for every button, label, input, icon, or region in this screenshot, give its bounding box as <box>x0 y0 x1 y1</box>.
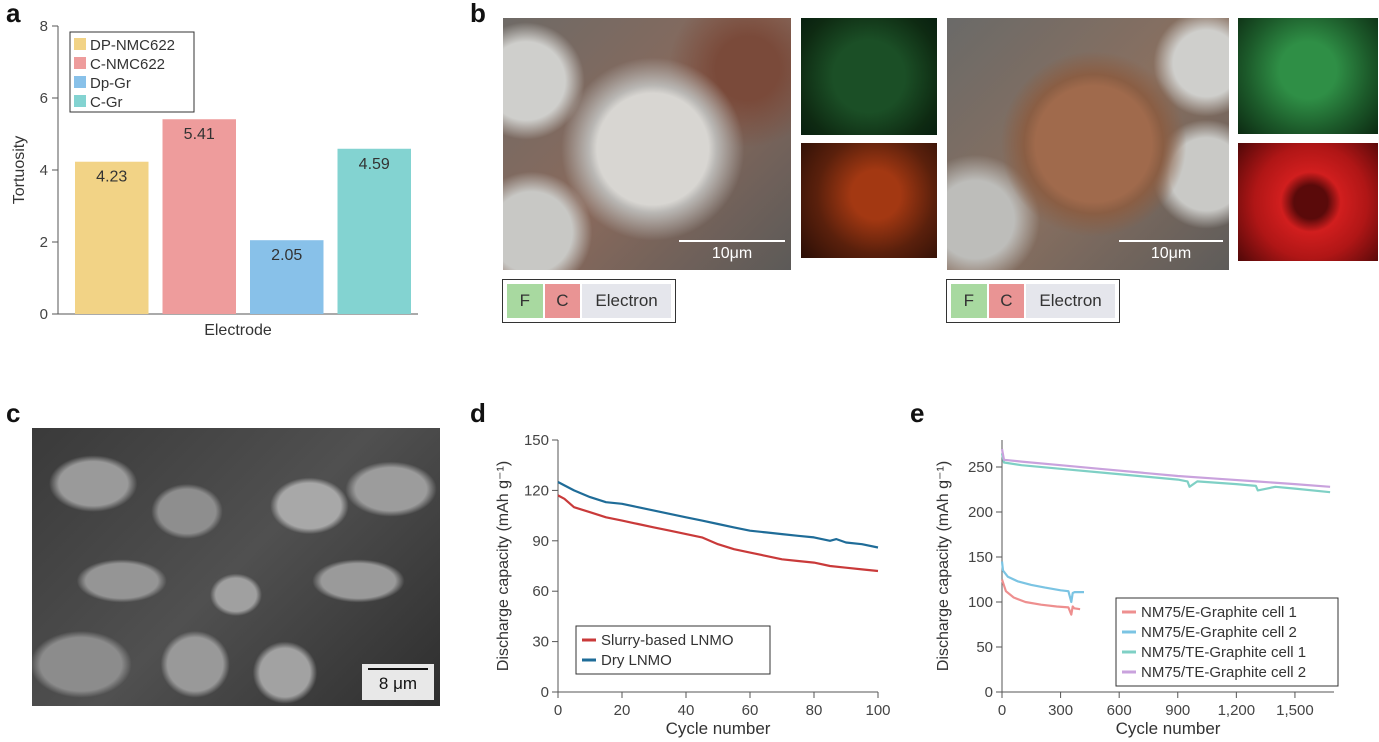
eds-map-c-right <box>1238 143 1378 261</box>
series-line-1 <box>557 494 879 573</box>
legend-label: NM75/E-Graphite cell 1 <box>1141 604 1297 621</box>
legend-label: Dp-Gr <box>90 75 131 92</box>
sem-image-right: 10μm <box>947 18 1229 270</box>
x-axis-label: Cycle number <box>666 719 771 738</box>
series-line-4 <box>1000 448 1331 488</box>
x-tick-label: 1,200 <box>1218 702 1256 719</box>
tortuosity-bar-chart: 0 2 4 6 8 Tortuosity Electrode 4.23 5.41 2.05 4.59… <box>11 18 418 339</box>
bar-value-label: 4.23 <box>96 169 127 186</box>
legend-electron-right: Electron <box>1026 284 1116 318</box>
legend-label: C-Gr <box>90 94 123 111</box>
sem-image-left: 10μm <box>503 18 791 270</box>
series-line-1 <box>1000 579 1081 616</box>
y-tick-label: 120 <box>524 482 549 499</box>
y-tick-label: 30 <box>532 634 549 651</box>
legend-f-right: F <box>951 284 987 318</box>
legend-label: NM75/E-Graphite cell 2 <box>1141 624 1297 641</box>
bar-value-label: 4.59 <box>359 156 390 173</box>
legend-label: NM75/TE-Graphite cell 1 <box>1141 644 1306 661</box>
legend-f-left: F <box>507 284 543 318</box>
series-line-3 <box>1000 453 1331 494</box>
eds-map-f-left <box>801 18 937 135</box>
legend-swatch <box>74 95 86 107</box>
series-line-2 <box>557 481 879 549</box>
legend-box <box>575 625 771 675</box>
y-axis-label: Tortuosity <box>11 136 28 204</box>
legend-label: DP-NMC622 <box>90 37 175 54</box>
scale-bar-c: 8 μm <box>362 664 434 700</box>
y-tick-label: 0 <box>40 306 48 323</box>
x-tick-label: 40 <box>678 702 695 719</box>
legend-box <box>1115 597 1339 687</box>
x-tick-label: 20 <box>614 702 631 719</box>
x-axis-label: Electrode <box>204 322 272 339</box>
bar-value-label: 2.05 <box>271 247 302 264</box>
legend-swatch <box>74 38 86 50</box>
x-tick-label: 0 <box>554 702 562 719</box>
bar-C-Gr <box>337 148 411 314</box>
series-line-2 <box>1000 561 1084 604</box>
y-tick-label: 150 <box>524 432 549 449</box>
y-tick-label: 8 <box>40 18 48 35</box>
panel-letter-d: d <box>470 398 486 428</box>
bar-Dp-Gr <box>250 240 324 314</box>
legend-c-left: C <box>544 284 581 318</box>
y-axis-label: Discharge capacity (mAh g⁻¹) <box>495 461 512 671</box>
y-tick-label: 250 <box>968 459 993 476</box>
y-tick-label: 0 <box>985 684 993 701</box>
legend-box <box>69 31 195 113</box>
eds-map-f-right <box>1238 18 1378 134</box>
panel-letter-c: c <box>6 398 21 428</box>
y-axis-label: Discharge capacity (mAh g⁻¹) <box>935 461 952 671</box>
legend-swatch <box>74 57 86 69</box>
x-tick-label: 0 <box>998 702 1006 719</box>
y-tick-label: 0 <box>541 684 549 701</box>
bar-C-NMC622 <box>162 119 236 315</box>
y-tick-label: 50 <box>976 639 993 656</box>
y-tick-label: 90 <box>532 533 549 550</box>
legend-electron-left: Electron <box>582 284 672 318</box>
scale-label-c: 8 μm <box>378 674 418 693</box>
legend-label: NM75/TE-Graphite cell 2 <box>1141 664 1306 681</box>
graphite-capacity-chart: 0 50 100 150 200 250 0 300 600 900 1,200 1,500 Cycle… <box>935 440 1339 738</box>
y-tick-label: 200 <box>968 504 993 521</box>
scale-label-right: 10μm <box>1150 245 1192 262</box>
legend-swatch <box>74 76 86 88</box>
x-axis-label: Cycle number <box>1116 719 1221 738</box>
eds-map-c-left <box>801 143 937 258</box>
legend-c-right: C <box>988 284 1025 318</box>
panel-letter-b: b <box>470 0 486 28</box>
legend-label: Slurry-based LNMO <box>601 632 734 649</box>
y-tick-label: 4 <box>40 162 48 179</box>
bar-value-label: 5.41 <box>184 126 215 143</box>
scale-label-left: 10μm <box>711 245 753 262</box>
x-tick-label: 900 <box>1165 702 1190 719</box>
x-tick-label: 80 <box>806 702 823 719</box>
y-tick-label: 100 <box>968 594 993 611</box>
element-legend-left: F C Electron <box>502 279 676 323</box>
sem-image-c: 8 μm <box>32 428 440 706</box>
y-tick-label: 6 <box>40 90 48 107</box>
legend-label: Dry LNMO <box>601 652 672 669</box>
legend-label: C-NMC622 <box>90 56 165 73</box>
y-tick-label: 150 <box>968 549 993 566</box>
bar-DP-NMC622 <box>75 161 149 314</box>
x-tick-label: 60 <box>742 702 759 719</box>
y-tick-label: 2 <box>40 234 48 251</box>
x-tick-label: 1,500 <box>1276 702 1314 719</box>
y-tick-label: 60 <box>532 583 549 600</box>
lnmo-capacity-chart: 0 30 60 90 120 150 0 20 40 60 80 100 Cycle number Dis… <box>495 432 891 738</box>
panel-letter-a: a <box>6 0 21 28</box>
panel-letter-e: e <box>910 398 925 428</box>
x-tick-label: 300 <box>1048 702 1073 719</box>
x-tick-label: 600 <box>1107 702 1132 719</box>
x-tick-label: 100 <box>865 702 890 719</box>
element-legend-right: F C Electron <box>946 279 1120 323</box>
